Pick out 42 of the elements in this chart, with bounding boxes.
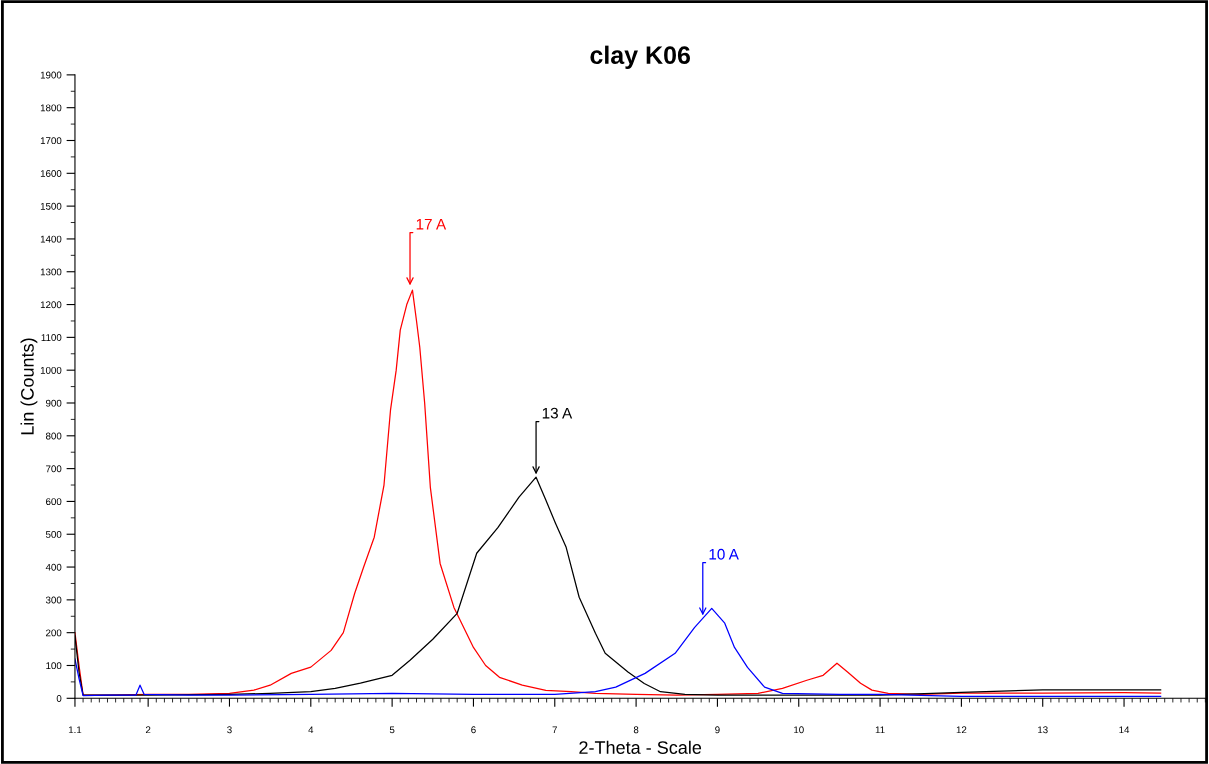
y-tick-label: 1900 [40, 71, 62, 79]
annotation: 13 A [542, 407, 573, 419]
x-tick-label: 4 [308, 726, 314, 734]
x-tick-label: 11 [875, 726, 885, 734]
x-tick-label: 5 [389, 726, 395, 734]
annotation: 17 A [416, 218, 447, 230]
x-tick-label: 1.1 [68, 726, 82, 734]
y-tick-label: 1400 [40, 235, 62, 243]
chart-title: clay K06 [590, 45, 690, 69]
y-tick-label: 1300 [40, 268, 62, 276]
y-tick-label: 1500 [40, 202, 62, 210]
x-tick-label: 2 [145, 726, 151, 734]
y-axis-title: Lin (Counts) [20, 338, 38, 435]
y-tick-label: 400 [45, 563, 62, 571]
line-series [74, 607, 1162, 697]
x-tick-label: 10 [794, 726, 804, 734]
x-tick-label: 7 [552, 726, 557, 734]
y-tick-label: 1700 [40, 137, 62, 145]
y-tick-label: 700 [46, 465, 62, 473]
y-tick-label: 100 [46, 662, 62, 670]
annotation: 10 A [709, 548, 739, 560]
y-tick-label: 0 [56, 695, 62, 702]
y-tick-label: 1000 [40, 366, 62, 374]
x-tick-label: 9 [715, 726, 720, 734]
x-tick-label: 6 [471, 726, 476, 734]
line-series [74, 289, 1162, 696]
y-tick-label: 500 [45, 530, 62, 538]
y-tick-label: 600 [46, 498, 62, 506]
y-tick-label: 300 [45, 596, 62, 604]
y-tick-label: 1600 [40, 170, 62, 177]
y-tick-label: 900 [46, 399, 62, 407]
x-axis-title: 2-Theta - Scale [579, 740, 702, 754]
x-tick-label: 12 [956, 726, 967, 734]
y-tick-label: 1800 [40, 104, 62, 112]
x-tick-label: 14 [1119, 726, 1130, 734]
y-tick-label: 1200 [40, 301, 62, 309]
x-tick-label: 13 [1038, 726, 1048, 734]
y-tick-label: 800 [45, 432, 62, 440]
y-tick-label: 1100 [41, 334, 62, 341]
y-tick-label: 200 [46, 629, 62, 637]
x-tick-label: 8 [633, 726, 639, 734]
x-tick-label: 3 [227, 726, 232, 734]
